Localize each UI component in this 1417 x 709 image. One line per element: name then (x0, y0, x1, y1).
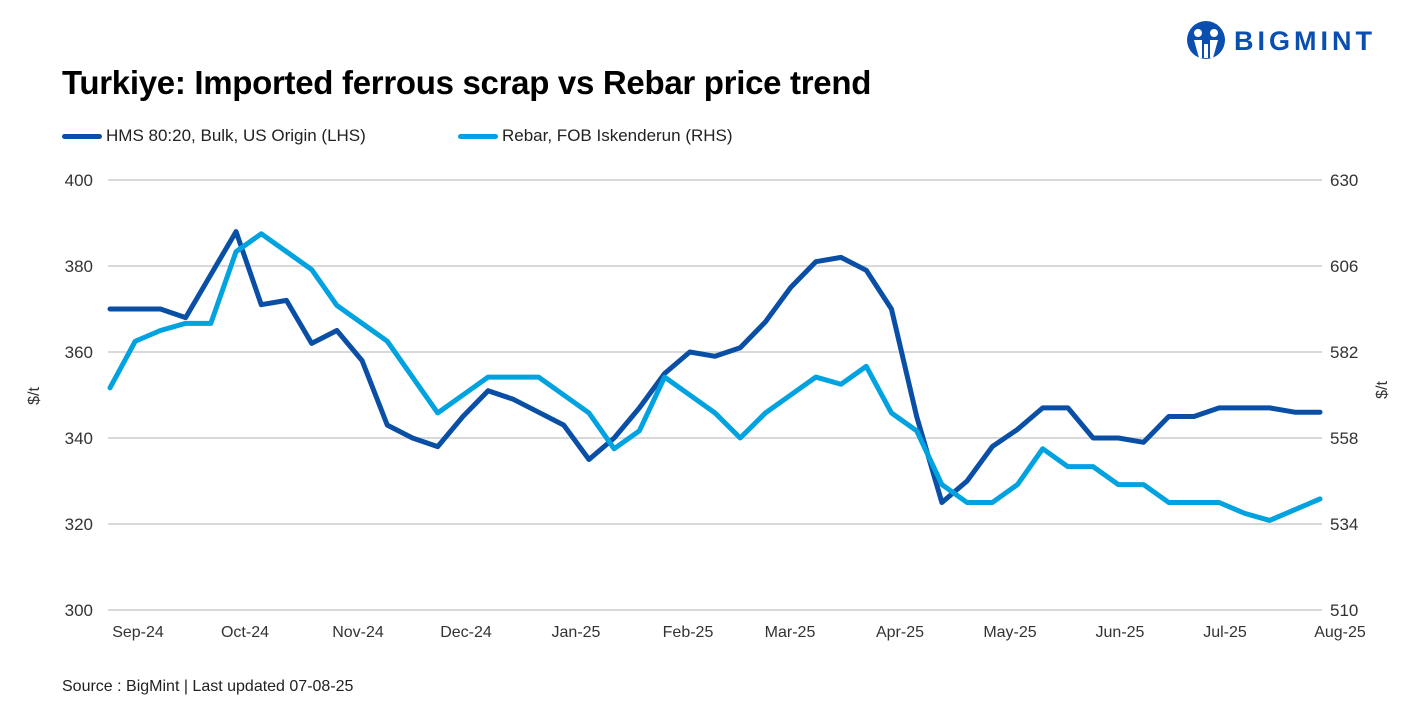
y-tick-right: 558 (1330, 429, 1358, 448)
y-tick-right: 534 (1330, 515, 1358, 534)
legend-swatch (458, 133, 498, 139)
x-tick-label: May-25 (983, 624, 1036, 641)
y-tick-left: 380 (65, 257, 93, 276)
bigmint-logo: BIGMINT (1186, 20, 1376, 62)
logo-text: BIGMINT (1234, 25, 1376, 56)
y-tick-right: 510 (1330, 601, 1358, 620)
x-tick-label: Aug-25 (1314, 624, 1366, 641)
y-tick-left: 360 (65, 343, 93, 362)
x-tick-label: Jan-25 (552, 624, 601, 641)
x-tick-label: Nov-24 (332, 624, 384, 641)
y-axis-label-right: $/t (1374, 381, 1391, 399)
y-tick-right: 630 (1330, 171, 1358, 190)
x-tick-label: Apr-25 (876, 624, 924, 641)
x-tick-label: Feb-25 (663, 624, 714, 641)
y-tick-left: 300 (65, 601, 93, 620)
x-tick-label: Dec-24 (440, 624, 492, 641)
y-tick-right: 582 (1330, 343, 1358, 362)
y-axis-label-left: $/t (26, 387, 43, 405)
source-note: Source : BigMint | Last updated 07-08-25 (62, 678, 354, 695)
series-line-1 (107, 231, 1323, 523)
chart-title: Turkiye: Imported ferrous scrap vs Rebar… (62, 64, 872, 101)
legend-swatch (62, 133, 102, 139)
x-tick-label: Jun-25 (1096, 624, 1145, 641)
y-tick-right: 606 (1330, 257, 1358, 276)
legend-item-hms: HMS 80:20, Bulk, US Origin (LHS) (62, 126, 366, 146)
y-tick-left: 340 (65, 429, 93, 448)
x-tick-label: Oct-24 (221, 624, 269, 641)
x-tick-label: Jul-25 (1203, 624, 1247, 641)
legend-label: HMS 80:20, Bulk, US Origin (LHS) (106, 126, 366, 145)
y-tick-left: 400 (65, 171, 93, 190)
x-tick-label: Sep-24 (112, 624, 164, 641)
y-tick-left: 320 (65, 515, 93, 534)
series-line-0 (107, 229, 1323, 505)
legend-label: Rebar, FOB Iskenderun (RHS) (502, 126, 733, 145)
legend-item-rebar: Rebar, FOB Iskenderun (RHS) (458, 126, 733, 146)
x-tick-label: Mar-25 (765, 624, 816, 641)
logo-people-icon (1187, 21, 1225, 59)
